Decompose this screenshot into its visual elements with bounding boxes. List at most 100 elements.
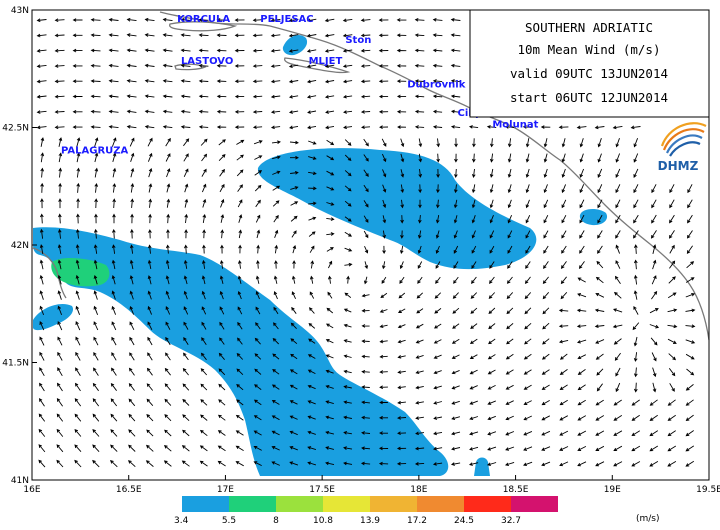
wind-arrow (561, 199, 567, 209)
wind-arrow (524, 322, 532, 330)
wind-arrow (326, 155, 335, 161)
wind-arrow (399, 276, 405, 284)
wind-arrow (595, 430, 605, 436)
wind-arrow (397, 355, 406, 359)
wind-arrow (649, 445, 659, 452)
wind-arrow (129, 275, 134, 285)
wind-arrow (324, 79, 335, 84)
wind-arrow (631, 461, 641, 467)
wind-arrow (76, 137, 81, 147)
wind-arrow (541, 400, 550, 406)
wind-arrow (128, 413, 136, 422)
wind-arrow (435, 276, 441, 284)
wind-arrow (39, 321, 45, 331)
wind-arrow (36, 64, 47, 69)
legend-tick-label: 3.4 (174, 516, 189, 526)
wind-arrow (183, 275, 188, 285)
wind-arrow (164, 383, 172, 391)
wind-arrow (543, 138, 548, 148)
wind-arrow (344, 170, 352, 177)
wind-arrow (363, 169, 369, 177)
wind-arrow (93, 275, 98, 285)
wind-arrow (200, 383, 208, 391)
wind-arrow (469, 369, 478, 375)
wind-arrow (559, 353, 568, 360)
wind-arrow (292, 244, 297, 254)
wind-arrow (453, 215, 458, 224)
wind-arrow (75, 321, 81, 331)
wind-arrow (450, 63, 461, 68)
wind-arrow (434, 308, 442, 314)
wind-arrow (58, 167, 63, 178)
wind-arrow (253, 140, 263, 145)
wind-arrow (453, 230, 458, 239)
wind-arrow (651, 214, 657, 224)
wind-arrow (272, 185, 281, 191)
lastovo-island (174, 63, 207, 71)
wind-arrow (576, 125, 587, 130)
wind-arrow (126, 124, 137, 129)
wind-arrow (274, 244, 279, 254)
wind-arrow (57, 290, 62, 300)
wind-arrow (360, 94, 371, 99)
wind-arrow (54, 94, 65, 99)
wind-arrow (432, 17, 443, 22)
wind-arrow (561, 153, 566, 163)
wind-arrow (382, 245, 386, 255)
wind-arrow (184, 213, 189, 224)
wind-arrow (200, 399, 208, 406)
wind-arrow (633, 259, 638, 270)
wind-arrow (400, 215, 404, 224)
wind-arrow (289, 446, 298, 451)
wind-arrow (378, 64, 389, 68)
wind-arrow (162, 17, 173, 22)
axis-labels: 16E 16.5E 17E 17.5E 18E 18.5E 19E 19.5E 43N 42.5N… (2, 6, 720, 495)
wind-arrow (108, 17, 119, 22)
wind-arrow (237, 184, 243, 192)
wind-arrow (238, 244, 242, 254)
wind-arrow (270, 79, 281, 84)
wind-arrow (470, 323, 478, 329)
wind-arrow (541, 415, 551, 421)
wind-arrow (360, 48, 371, 53)
wind-arrow (543, 184, 548, 194)
wind-arrow (379, 339, 388, 344)
wind-arrow (469, 431, 479, 436)
wind-arrow (237, 259, 242, 269)
wind-arrow (147, 290, 152, 300)
wind-arrow (507, 261, 513, 269)
lon-tick-label: 19.5E (696, 485, 720, 495)
wind-arrow (450, 462, 461, 466)
wind-region-south (33, 227, 449, 476)
wind-arrow (75, 290, 80, 300)
wind-arrow (272, 337, 280, 345)
wind-arrow (414, 33, 425, 37)
wind-arrow (379, 125, 389, 129)
wind-arrow (326, 217, 335, 221)
wind-arrow (506, 307, 514, 315)
wind-arrow (252, 94, 263, 99)
wind-arrow (471, 230, 476, 239)
wind-arrow (253, 415, 262, 421)
wind-arrow (651, 352, 657, 362)
legend-swatch (182, 496, 229, 512)
wind-arrow (432, 33, 443, 37)
wind-arrow (36, 49, 47, 53)
wind-arrow (290, 322, 297, 330)
wind-arrow (129, 137, 135, 147)
wind-arrow (180, 125, 191, 129)
wind-arrow (433, 431, 443, 436)
wind-arrow (202, 214, 207, 223)
wind-arrow (94, 167, 99, 178)
wind-arrow (469, 385, 478, 390)
wind-arrow (669, 244, 675, 254)
wind-arrow (649, 414, 658, 421)
legend-unit: (m/s) (636, 514, 660, 524)
wind-arrow (324, 33, 335, 38)
wind-arrow (236, 368, 244, 376)
wind-arrow (148, 198, 153, 208)
wind-arrow (613, 338, 622, 345)
wind-arrow (595, 276, 604, 284)
wind-arrow (219, 290, 224, 300)
wind-arrow (418, 169, 423, 178)
